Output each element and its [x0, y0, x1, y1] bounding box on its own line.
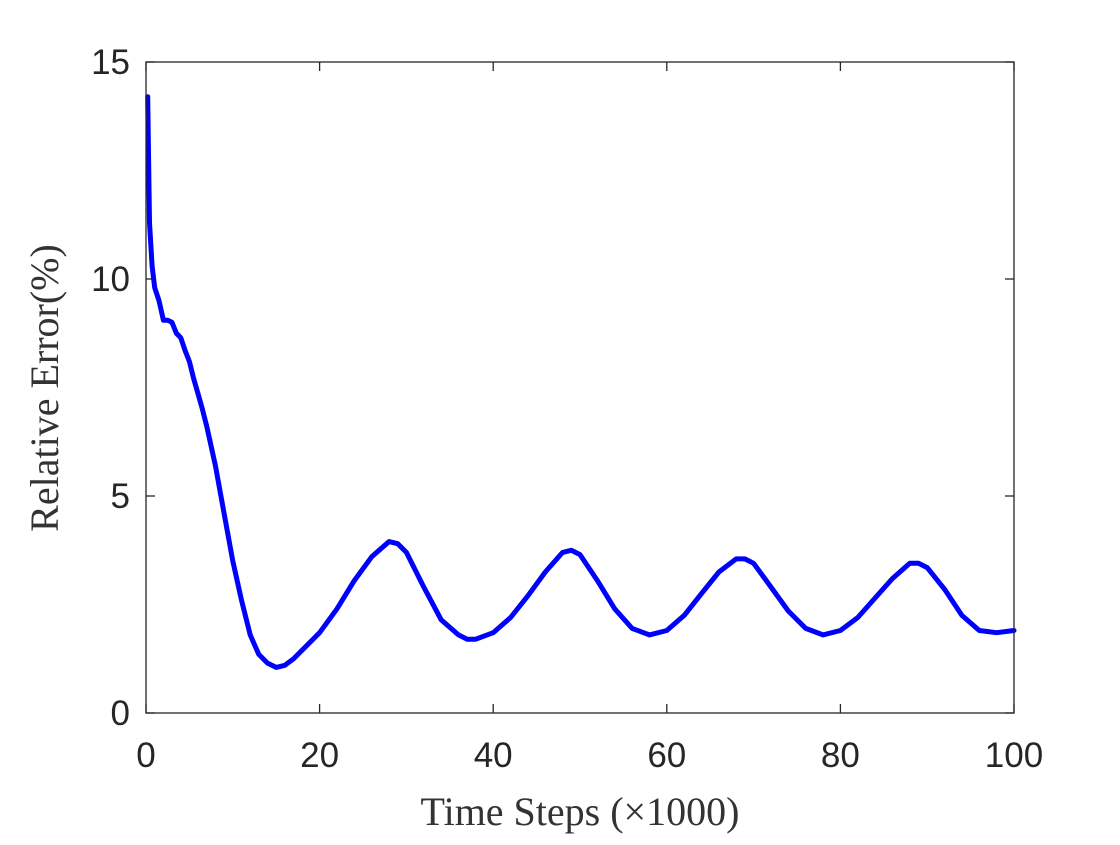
y-tick-label: 0	[111, 694, 130, 733]
x-axis-title: Time Steps (×1000)	[421, 789, 740, 834]
series-layer	[145, 94, 1017, 670]
x-tick-label: 0	[136, 736, 155, 775]
series-line	[145, 94, 1017, 670]
y-axis-title: Relative Error(%)	[22, 244, 67, 532]
y-tick-label: 15	[91, 43, 130, 82]
x-tick-label: 20	[300, 736, 339, 775]
x-tick-label: 100	[985, 736, 1043, 775]
x-tick-label: 40	[474, 736, 513, 775]
x-tick-label: 80	[821, 736, 860, 775]
axes-box	[145, 61, 1015, 714]
x-tick-label: 60	[647, 736, 686, 775]
tick-labels-layer: 0 20 40 60 80 100 0 5 10 15	[91, 43, 1043, 775]
plot-background	[146, 62, 1014, 713]
y-tick-label: 10	[91, 260, 130, 299]
y-tick-label: 5	[111, 477, 130, 516]
